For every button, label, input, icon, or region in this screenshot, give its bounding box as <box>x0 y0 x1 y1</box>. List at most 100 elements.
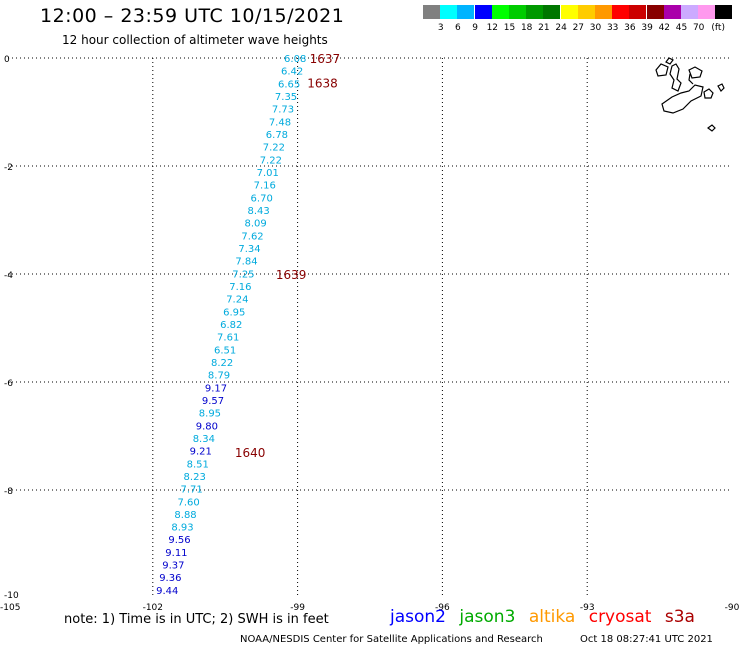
wave-height-label: 8.43 <box>248 206 270 217</box>
scale-tick-label: 39 <box>641 23 653 33</box>
lat-label: -10 <box>4 591 19 601</box>
scale-swatch <box>663 5 681 19</box>
satellite-jason3: jason3 <box>459 607 516 627</box>
wave-height-label: 8.51 <box>187 459 209 470</box>
lat-label: -6 <box>4 379 13 389</box>
scale-swatch <box>423 5 440 19</box>
wave-height-label: 7.73 <box>272 105 294 116</box>
generated-timestamp: Oct 18 08:27:41 UTC 2021 <box>580 634 713 645</box>
wave-height-label: 8.88 <box>174 510 196 521</box>
time-label: 1640 <box>235 446 266 460</box>
lon-label: -99 <box>290 603 305 613</box>
wave-height-label: 7.35 <box>275 92 297 103</box>
wave-height-label: 7.25 <box>232 269 254 280</box>
wave-height-label: 8.09 <box>244 219 266 230</box>
wave-height-label: 9.44 <box>156 586 178 597</box>
scale-tick-label: 30 <box>589 23 602 33</box>
wave-height-label: 6.78 <box>266 130 288 141</box>
lat-label: -8 <box>4 487 13 497</box>
scale-swatch <box>543 5 561 19</box>
wave-height-label: 8.79 <box>208 371 230 382</box>
page-subtitle: 12 hour collection of altimeter wave hei… <box>62 33 328 47</box>
wave-height-label: 9.17 <box>205 383 227 394</box>
time-label: 1639 <box>276 268 307 282</box>
scale-swatch <box>560 5 578 19</box>
scale-tick-label: 9 <box>472 23 478 33</box>
lon-label: -96 <box>435 603 450 613</box>
scale-tick-label: 70 <box>692 23 705 33</box>
scale-swatch <box>595 5 612 19</box>
galapagos-coastline <box>655 57 725 132</box>
scale-tick-label: 6 <box>455 23 461 33</box>
scale-tick-label: 45 <box>675 23 688 33</box>
wave-height-label: 7.48 <box>269 117 291 128</box>
satellite-legend: jason2 jason3 altika cryosat s3a <box>390 607 703 627</box>
lon-label: -102 <box>143 603 163 613</box>
wave-height-label: 7.22 <box>263 143 285 154</box>
wave-height-label: 8.93 <box>171 523 193 534</box>
wave-height-label: 9.80 <box>196 421 218 432</box>
lon-label: -93 <box>580 603 595 613</box>
scale-swatch <box>577 5 595 19</box>
scale-tick-label: 15 <box>503 23 516 33</box>
satellite-s3a: s3a <box>664 607 695 627</box>
scale-tick-label: 21 <box>538 23 550 33</box>
wave-height-label: 7.22 <box>260 155 282 166</box>
scale-swatch <box>612 5 630 19</box>
scale-swatch <box>646 5 664 19</box>
scale-swatch <box>440 5 458 19</box>
wave-height-label: 7.61 <box>217 333 239 344</box>
wave-height-label: 7.71 <box>181 485 203 496</box>
wave-height-label: 6.65 <box>278 79 300 90</box>
scale-swatch <box>681 5 698 19</box>
satellite-altika: altika <box>528 607 576 627</box>
scale-tick-label: 36 <box>624 23 636 33</box>
scale-swatch <box>715 5 733 19</box>
wave-height-label: 6.95 <box>223 307 245 318</box>
wave-height-label: 8.34 <box>193 434 215 445</box>
wave-height-label: 8.22 <box>211 358 233 369</box>
wave-height-label: 9.37 <box>162 561 184 572</box>
scale-tick-label: 18 <box>520 23 533 33</box>
scale-swatch <box>698 5 716 19</box>
page-title: 12:00 – 23:59 UTC 10/15/2021 <box>40 5 345 27</box>
scale-tick-label: 12 <box>486 23 499 33</box>
wave-height-label: 9.36 <box>159 573 181 584</box>
satellite-jason2: jason2 <box>390 607 446 627</box>
scale-swatch <box>526 5 544 19</box>
wave-height-label: 6.42 <box>281 67 303 78</box>
wave-height-label: 7.60 <box>177 497 199 508</box>
lat-label: 0 <box>4 55 10 65</box>
wave-height-label: 9.56 <box>168 535 190 546</box>
scale-swatch <box>491 5 509 19</box>
wave-height-label: 7.84 <box>235 257 257 268</box>
map-grid <box>8 57 732 598</box>
time-label: 1638 <box>307 76 338 90</box>
wave-height-label: 9.21 <box>190 447 212 458</box>
lon-label: -105 <box>0 603 20 613</box>
credit-line: NOAA/NESDIS Center for Satellite Applica… <box>240 634 543 645</box>
scale-tick-label: 42 <box>658 23 671 33</box>
lat-label: -2 <box>4 163 13 173</box>
wave-height-label: 6.08 <box>284 54 306 65</box>
wave-height-label: 7.16 <box>229 282 251 293</box>
wave-height-label: 9.11 <box>165 548 187 559</box>
scale-tick-label: 24 <box>555 23 567 33</box>
lat-label: -4 <box>4 271 13 281</box>
lon-label: -90 <box>725 603 740 613</box>
scale-unit-label: (ft) <box>711 23 725 33</box>
scale-swatch <box>629 5 647 19</box>
wave-height-label: 7.16 <box>254 181 276 192</box>
wave-height-label: 7.34 <box>238 244 260 255</box>
wave-height-label: 7.24 <box>226 295 248 306</box>
wave-height-label: 9.57 <box>202 396 224 407</box>
wave-height-label: 6.51 <box>214 345 236 356</box>
wave-height-label: 7.01 <box>257 168 279 179</box>
scale-swatch <box>457 5 475 19</box>
footer-note: note: 1) Time is in UTC; 2) SWH is in fe… <box>64 612 329 627</box>
wave-height-label: 6.82 <box>220 320 242 331</box>
time-label: 1637 <box>310 52 341 66</box>
scale-tick-label: 27 <box>572 23 585 33</box>
wave-height-label: 8.95 <box>199 409 221 420</box>
wave-height-label: 6.70 <box>251 193 273 204</box>
